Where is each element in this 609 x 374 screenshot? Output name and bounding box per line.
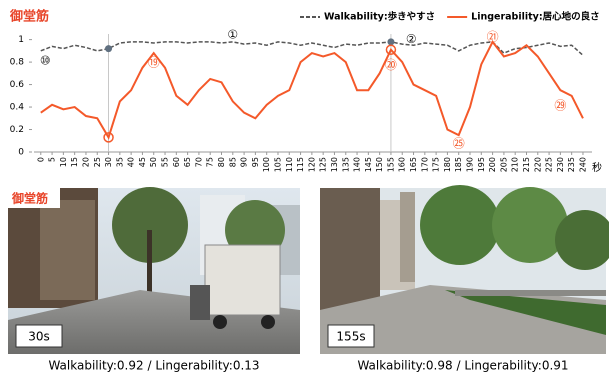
x-tick-label: 35 xyxy=(115,157,124,167)
y-tick-label: 0.2 xyxy=(10,125,24,135)
x-tick-label: 95 xyxy=(251,157,260,167)
x-tick-label: 75 xyxy=(206,157,215,167)
photo-time: 30s xyxy=(28,330,50,344)
annotation: ⑳ xyxy=(385,58,397,72)
x-tick-label: 155 xyxy=(386,157,395,172)
x-tick-label: 90 xyxy=(240,157,249,167)
annotation: ② xyxy=(406,32,417,46)
x-tick-label: 165 xyxy=(409,157,418,172)
x-tick-label: 210 xyxy=(511,157,520,172)
highlight-point xyxy=(103,132,114,143)
x-tick-label: 85 xyxy=(228,157,237,167)
annotation: ㉙ xyxy=(554,98,566,112)
x-tick-label: 140 xyxy=(353,157,362,172)
x-tick-label: 115 xyxy=(296,157,305,172)
annotation: ⑩ xyxy=(40,53,51,67)
x-unit: 秒 xyxy=(592,161,602,174)
x-tick-label: 45 xyxy=(138,157,147,167)
photo-badge: 御堂筋 xyxy=(11,191,48,206)
x-tick-label: 55 xyxy=(161,157,170,167)
photo-time: 155s xyxy=(336,330,365,344)
y-tick-label: 0 xyxy=(18,148,24,158)
x-tick-label: 105 xyxy=(273,157,282,172)
photo-caption: Walkability:0.98 / Lingerability:0.91 xyxy=(357,359,568,373)
x-tick-label: 15 xyxy=(70,157,79,167)
x-tick-label: 70 xyxy=(194,157,203,167)
time-box xyxy=(15,324,63,348)
x-tick-label: 125 xyxy=(319,157,328,172)
x-tick-label: 145 xyxy=(364,157,373,172)
legend-label: Lingerability:居心地の良さ xyxy=(471,11,600,23)
x-tick-label: 215 xyxy=(522,157,531,172)
x-tick-label: 25 xyxy=(93,157,102,167)
legend-label: Walkability:歩きやすさ xyxy=(324,11,435,23)
x-tick-label: 180 xyxy=(443,157,452,172)
x-tick-label: 10 xyxy=(59,157,68,167)
highlight-point xyxy=(385,44,397,55)
x-tick-label: 30 xyxy=(104,157,113,167)
x-tick-label: 50 xyxy=(149,157,158,167)
x-tick-label: 5 xyxy=(48,157,57,162)
x-tick-label: 110 xyxy=(285,157,294,172)
annotation: ⑲ xyxy=(148,56,160,70)
x-tick-label: 40 xyxy=(127,157,136,167)
annotation: ㉑ xyxy=(487,30,499,44)
x-tick-label: 185 xyxy=(454,157,463,172)
annotation: ㉕ xyxy=(453,137,465,151)
y-tick-label: 0.6 xyxy=(10,80,25,90)
annotation: ① xyxy=(227,28,238,42)
x-tick-label: 220 xyxy=(533,157,542,172)
x-tick-label: 60 xyxy=(172,157,181,167)
x-tick-label: 225 xyxy=(545,157,554,172)
time-box xyxy=(327,324,375,348)
x-tick-label: 65 xyxy=(183,157,192,167)
photo xyxy=(8,187,300,354)
y-tick-label: 0.4 xyxy=(10,103,25,113)
y-tick-label: 1 xyxy=(18,35,24,45)
highlight-point xyxy=(105,45,113,53)
x-tick-label: 0 xyxy=(36,157,45,162)
x-tick-label: 190 xyxy=(466,157,475,172)
highlight-point xyxy=(387,38,395,46)
x-tick-label: 120 xyxy=(307,157,316,172)
x-tick-label: 170 xyxy=(420,157,429,172)
x-tick-label: 80 xyxy=(217,157,226,167)
x-tick-label: 20 xyxy=(81,157,90,167)
x-tick-label: 150 xyxy=(375,157,384,172)
x-tick-label: 130 xyxy=(330,157,339,172)
lingerability-line xyxy=(40,40,584,140)
x-tick-label: 235 xyxy=(567,157,576,172)
x-tick-label: 175 xyxy=(432,157,441,172)
x-tick-label: 100 xyxy=(262,157,271,172)
x-tick-label: 195 xyxy=(477,157,486,172)
x-tick-label: 160 xyxy=(398,157,407,172)
chart-title: 御堂筋 xyxy=(9,9,49,25)
badge-bg xyxy=(8,188,60,208)
x-tick-label: 205 xyxy=(499,157,508,172)
y-tick-label: 0.8 xyxy=(10,58,25,68)
x-tick-label: 240 xyxy=(578,157,587,172)
x-tick-label: 230 xyxy=(556,157,565,172)
x-tick-label: 135 xyxy=(341,157,350,172)
photo-caption: Walkability:0.92 / Lingerability:0.13 xyxy=(48,359,259,373)
x-tick-label: 200 xyxy=(488,157,497,172)
